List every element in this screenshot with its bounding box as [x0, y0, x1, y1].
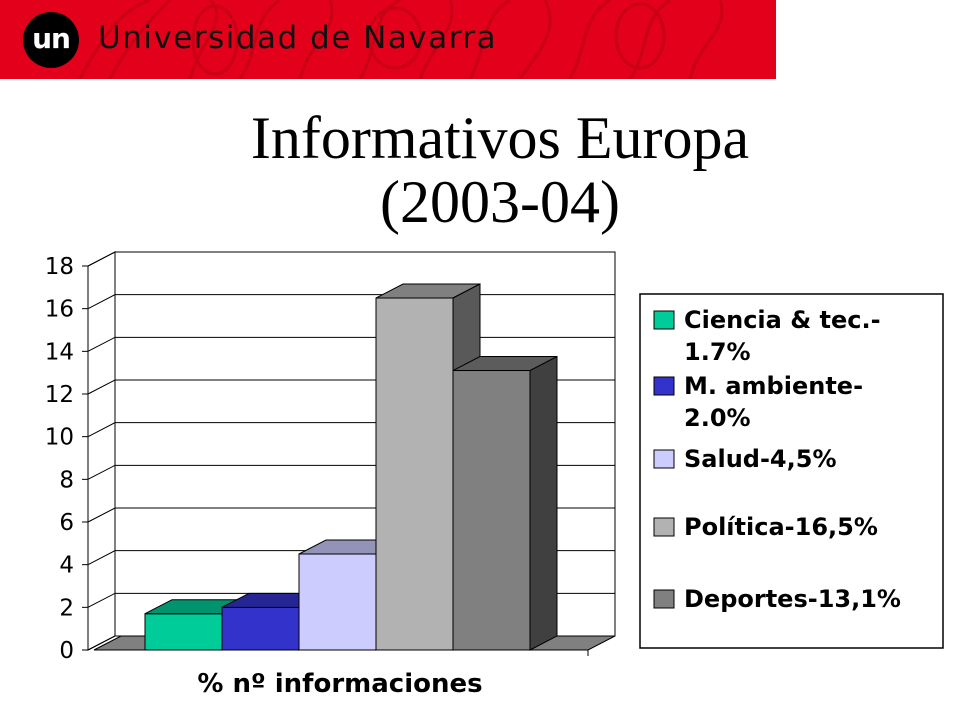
title-line-2: (2003-04) — [380, 169, 620, 235]
legend-swatch — [653, 517, 675, 537]
bar-side — [529, 355, 558, 651]
bar-front — [298, 553, 377, 651]
y-tick-label: 6 — [59, 510, 74, 536]
legend-swatch — [653, 310, 675, 330]
bar-front — [144, 613, 223, 651]
y-tick-label: 4 — [59, 553, 74, 579]
y-tick-label: 18 — [45, 254, 74, 280]
x-axis-label: % nº informaciones — [197, 669, 482, 699]
y-tick-label: 8 — [59, 467, 74, 493]
logo-text: un — [32, 22, 71, 55]
legend-swatch — [653, 376, 675, 396]
header-banner: un Universidad de Navarra www.unav.es — [0, 0, 960, 79]
header-pattern — [0, 0, 776, 79]
y-tick-label: 0 — [59, 638, 74, 664]
legend-label: Deportes-13,1% — [684, 585, 901, 613]
legend-swatch — [653, 589, 675, 609]
university-name: Universidad de Navarra — [98, 20, 498, 56]
university-logo[interactable] — [23, 12, 79, 68]
legend-box — [639, 293, 944, 649]
y-tick-label: 14 — [45, 339, 74, 365]
header-red-band — [0, 0, 776, 79]
bar-front — [452, 370, 531, 651]
legend-label: Salud-4,5% — [684, 445, 837, 473]
bar-front — [375, 297, 454, 651]
y-tick-label: 12 — [45, 382, 74, 408]
y-tick-label: 16 — [45, 297, 74, 323]
legend-label: M. ambiente-2.0% — [684, 372, 863, 432]
gridline — [87, 251, 615, 267]
website-link[interactable]: www.unav.es — [779, 25, 957, 53]
legend-label: Política-16,5% — [684, 513, 878, 541]
legend-label: Ciencia & tec.-1.7% — [684, 306, 881, 366]
slide-title: Informativos Europa (2003-04) — [140, 106, 860, 234]
y-tick-label: 10 — [45, 425, 74, 451]
legend-swatch — [653, 449, 675, 469]
chart-side-wall — [87, 251, 116, 651]
y-tick-label: 2 — [59, 595, 74, 621]
bar-front — [221, 606, 300, 651]
title-line-1: Informativos Europa — [250, 105, 750, 171]
